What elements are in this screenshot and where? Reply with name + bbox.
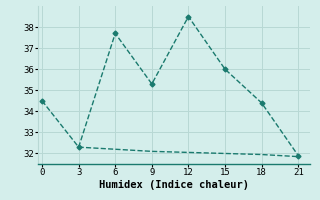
X-axis label: Humidex (Indice chaleur): Humidex (Indice chaleur)	[100, 180, 249, 190]
